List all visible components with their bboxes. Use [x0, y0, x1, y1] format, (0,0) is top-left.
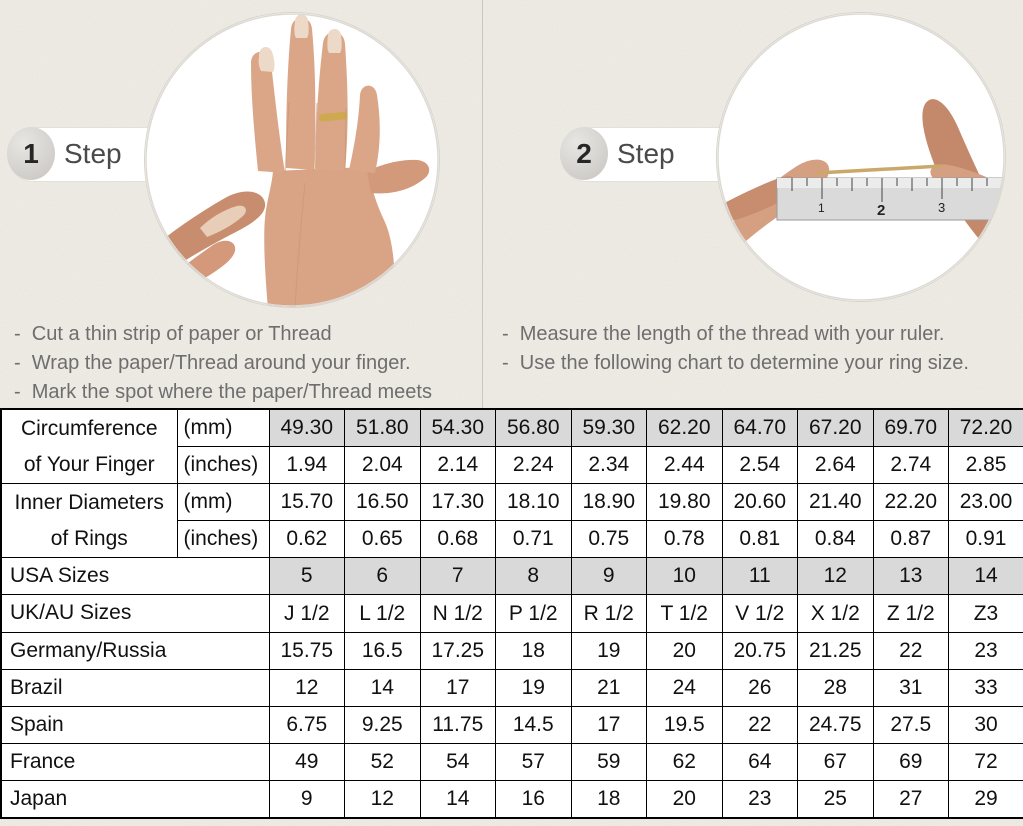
- svg-text:1: 1: [818, 201, 825, 215]
- svg-text:2: 2: [877, 202, 885, 219]
- svg-text:3: 3: [938, 200, 945, 215]
